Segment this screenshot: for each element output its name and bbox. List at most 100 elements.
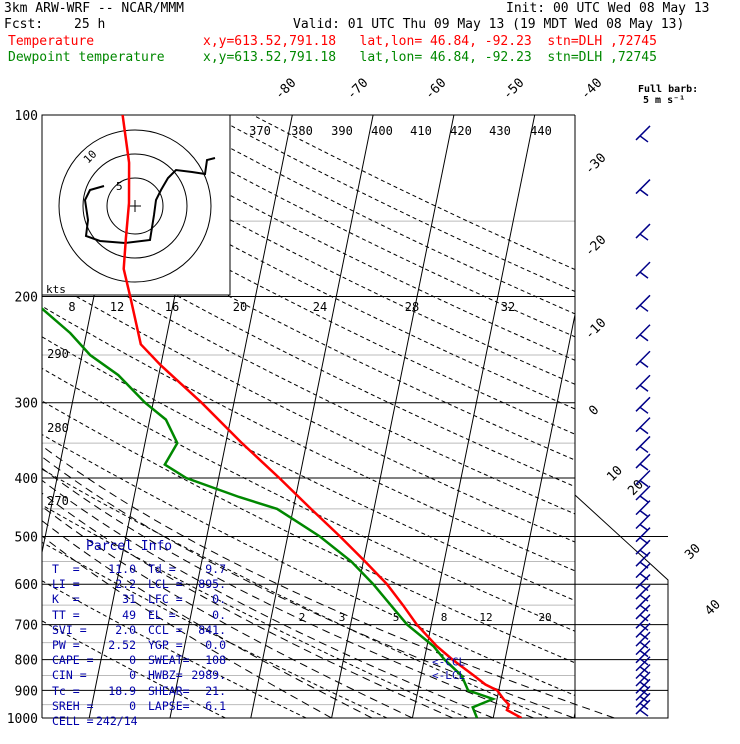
- wind-barb: [635, 513, 651, 532]
- lower-frame: [574, 493, 669, 719]
- theta-label: 410: [410, 124, 432, 138]
- parcel-right-label: CCL =: [148, 622, 183, 637]
- wind-barb: [635, 350, 651, 368]
- isotherm-line: [250, 115, 374, 718]
- pressure-label-700: 700: [15, 619, 38, 634]
- parcel-right-label: Td =: [148, 562, 176, 576]
- dry-adiabat: [42, 541, 388, 718]
- theta-label: 420: [450, 124, 472, 138]
- wind-barb: [635, 179, 651, 197]
- parcel-left-label: T =: [52, 562, 80, 576]
- isotherm-label: 30: [682, 541, 704, 563]
- wind-barb: [635, 469, 651, 488]
- parcel-left-label: K =: [52, 592, 80, 607]
- isotherm-label: -10: [582, 316, 609, 343]
- wind-barb: [635, 417, 651, 435]
- isotherm-label: 40: [702, 597, 724, 619]
- parcel-left-value: 242/14: [96, 714, 138, 728]
- wind-barb: [635, 631, 651, 649]
- theta-label: 380: [291, 124, 313, 138]
- parcel-right-label: SWEAT=: [148, 653, 190, 668]
- dry-adiabat: [252, 115, 575, 271]
- parcel-left-value: 18.9: [108, 683, 136, 698]
- level-annotation: <-LCL: [432, 669, 465, 682]
- barb-legend-line-1: Full barb:: [638, 84, 699, 95]
- speed-label: 12: [110, 300, 124, 314]
- wind-barb: [635, 294, 651, 312]
- isotherm-label: 0: [586, 403, 602, 419]
- parcel-right-value: 895.: [198, 577, 226, 592]
- theta-label: 280: [47, 421, 69, 435]
- dry-adiabat: [42, 164, 575, 435]
- dewpoint-legend: Dewpoint temperature: [8, 50, 165, 65]
- wind-barb: [635, 604, 651, 622]
- isotherm-label: -60: [422, 76, 449, 103]
- moist-adiabat: [42, 535, 332, 718]
- parcel-left-label: CIN =: [52, 668, 87, 683]
- parcel-left-value: 49: [122, 607, 136, 622]
- hodograph-trace: [83, 157, 216, 245]
- theta-label: 270: [47, 494, 69, 508]
- temperature-line: [121, 115, 523, 718]
- pressure-label-900: 900: [15, 684, 38, 699]
- theta-label: 390: [331, 124, 353, 138]
- isotherm-line: [492, 312, 575, 718]
- wind-barb: [635, 613, 651, 631]
- mixing-ratio-label: 20: [538, 611, 551, 624]
- wind-barb: [635, 435, 651, 454]
- parcel-right-value: 841.: [198, 622, 226, 637]
- hodograph-ring-label: 5: [116, 180, 123, 193]
- isotherm-label: -30: [582, 151, 609, 178]
- parcel-left-label: CAPE =: [52, 653, 94, 668]
- parcel-right-value: 0.0: [205, 638, 226, 652]
- dry-adiabat: [42, 504, 468, 718]
- isotherm-label: -20: [582, 233, 609, 260]
- mixing-ratio-label: 8: [441, 611, 448, 624]
- pressure-label-500: 500: [15, 530, 38, 545]
- parcel-right-label: LFC =: [148, 592, 183, 607]
- moist-adiabat: [42, 492, 453, 718]
- forecast-label: Fcst:: [4, 17, 44, 32]
- dry-adiabat: [42, 400, 575, 664]
- parcel-left-value: 0: [129, 668, 136, 683]
- speed-label: 28: [405, 300, 419, 314]
- moist-adiabat: [42, 456, 575, 718]
- isotherm-line: [411, 115, 536, 718]
- parcel-right-label: LAPSE=: [148, 698, 190, 713]
- wind-barb: [635, 374, 651, 392]
- temperature-legend: Temperature: [8, 34, 95, 49]
- parcel-right-label: SHEAR=: [148, 683, 190, 698]
- hodograph-ring: [106, 177, 164, 235]
- isotherm-line: [331, 115, 455, 718]
- parcel-left-label: SREH =: [52, 698, 94, 713]
- parcel-right-label: YGP =: [148, 638, 183, 652]
- dry-adiabat: [42, 218, 575, 488]
- theta-label: 290: [47, 347, 69, 361]
- isotherm-line: [736, 115, 740, 718]
- parcel-right-value: 0.: [212, 592, 226, 607]
- dry-adiabat: [42, 275, 575, 543]
- isotherm-label: 20: [625, 477, 647, 499]
- wind-barb: [635, 640, 651, 658]
- wind-barb: [635, 324, 651, 342]
- parcel-right-value: 0.: [212, 607, 226, 622]
- mixing-ratio-label: 12: [479, 611, 492, 624]
- moist-adiabat: [42, 467, 534, 718]
- pressure-label-400: 400: [15, 472, 38, 487]
- dewpoint-line: [42, 306, 497, 718]
- isotherm-line: [169, 115, 293, 718]
- wind-barb: [635, 261, 651, 279]
- speed-label: 24: [313, 300, 327, 314]
- level-annotation: <-CCL: [432, 655, 465, 668]
- dry-adiabat: [42, 336, 575, 602]
- theta-label: 370: [249, 124, 271, 138]
- pressure-label-1000: 1000: [7, 712, 38, 727]
- parcel-left-value: 0: [129, 653, 136, 668]
- wind-barb: [635, 584, 651, 602]
- hodograph-box: [41, 114, 231, 296]
- moist-adiabat: [42, 445, 615, 718]
- temperature-location: x,y=613.52,791.18 lat,lon= 46.84, -92.23…: [203, 34, 657, 49]
- dry-adiabat: [43, 115, 575, 385]
- parcel-right-value: 9.7: [205, 562, 226, 576]
